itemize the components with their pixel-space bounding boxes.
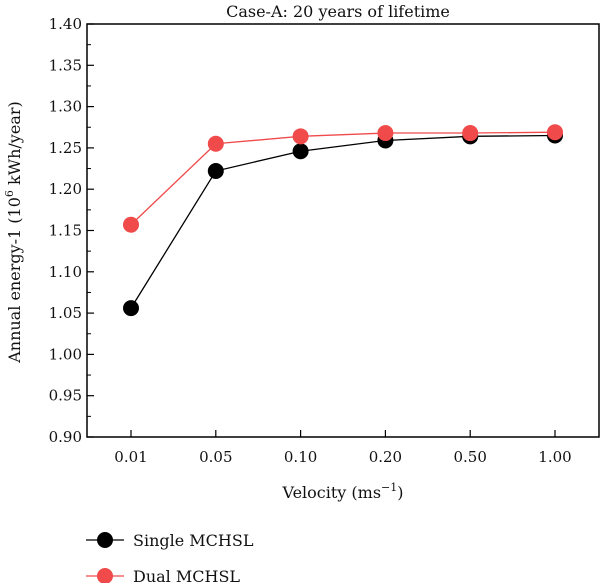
series-line-1 xyxy=(130,134,556,309)
data-point-series-1 xyxy=(207,163,224,180)
series-line-2 xyxy=(130,131,556,226)
x-tick-label: 1.00 xyxy=(538,448,571,466)
chart-title: Case-A: 20 years of lifetime xyxy=(226,2,450,21)
data-point-series-1 xyxy=(123,300,139,317)
data-point-series-2 xyxy=(547,124,563,141)
x-tick-label: 0.20 xyxy=(369,448,402,466)
y-tick-label: 1.10 xyxy=(49,263,82,281)
data-point-series-2 xyxy=(292,128,309,145)
legend-label-2: Dual MCHSL xyxy=(133,567,240,583)
x-axis-title: Velocity (ms−1) xyxy=(281,481,403,502)
x-tick-label: 0.05 xyxy=(199,448,232,466)
legend-marker-1 xyxy=(97,532,113,548)
y-tick-label: 0.90 xyxy=(49,428,82,446)
y-tick-label: 1.00 xyxy=(49,345,82,363)
data-point-series-2 xyxy=(377,125,394,142)
y-axis: 0.90 0.95 1.00 1.05 1.10 1.15 1.20 1.25 1.30 1.35… xyxy=(49,15,94,446)
data-point-series-2 xyxy=(207,135,224,152)
x-tick-label: 0.50 xyxy=(453,448,486,466)
y-tick-label: 0.95 xyxy=(49,387,82,405)
legend: Single MCHSL Dual MCHSL xyxy=(86,531,254,583)
legend-label-1: Single MCHSL xyxy=(133,531,254,550)
data-point-series-1 xyxy=(292,143,309,160)
y-tick-label: 1.20 xyxy=(49,180,82,198)
y-tick-label: 1.40 xyxy=(49,15,82,33)
legend-marker-2 xyxy=(97,568,113,583)
series-group xyxy=(123,124,563,317)
y-tick-label: 1.25 xyxy=(49,139,82,157)
y-axis-title: Annual energy-1 (106 kWh/year) xyxy=(3,101,24,364)
x-tick-label: 0.01 xyxy=(114,448,147,466)
x-tick-label: 0.10 xyxy=(284,448,317,466)
y-tick-label: 1.05 xyxy=(49,304,82,322)
plot-frame xyxy=(86,23,600,438)
y-tick-label: 1.35 xyxy=(49,56,82,74)
data-point-series-2 xyxy=(123,216,139,233)
x-axis: 0.01 0.05 0.10 0.20 0.50 1.00 xyxy=(114,430,572,466)
plot-frame xyxy=(86,23,600,438)
y-tick-label: 1.15 xyxy=(49,222,82,240)
y-tick-label: 1.30 xyxy=(49,98,82,116)
data-point-series-2 xyxy=(462,125,479,142)
